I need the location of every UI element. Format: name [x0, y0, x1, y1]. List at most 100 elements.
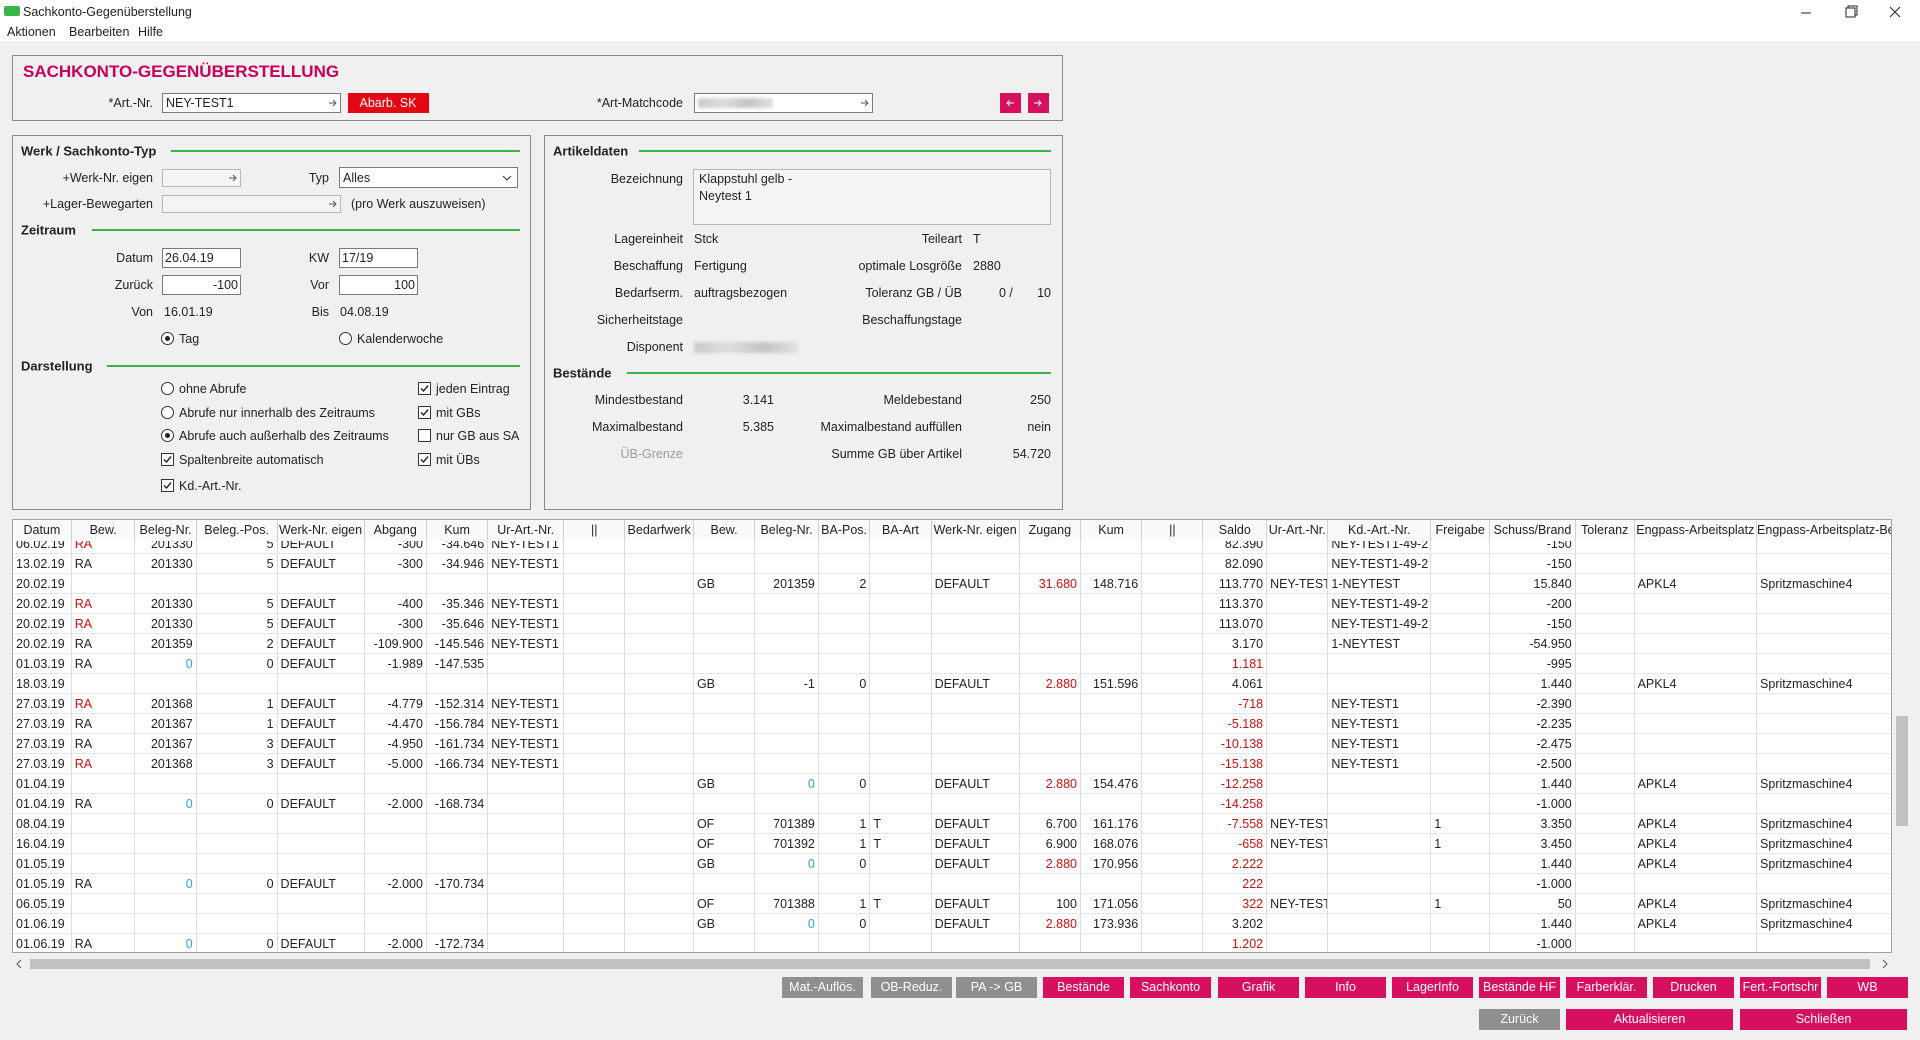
radio[interactable]	[161, 406, 174, 419]
label: Lagereinheit	[614, 232, 683, 246]
action-button[interactable]: Fert.-Fortschr	[1740, 977, 1821, 998]
menu-item[interactable]: Aktionen	[7, 25, 56, 39]
section-title: Zeitraum	[21, 222, 76, 238]
datum-input[interactable]	[162, 248, 241, 268]
table-cell	[564, 633, 626, 654]
table-cell	[71, 913, 136, 934]
table-cell	[1019, 541, 1081, 554]
table-cell: -300	[364, 541, 427, 554]
window-controls[interactable]	[1790, 2, 1915, 22]
table-cell: 113.770	[1203, 573, 1268, 594]
table-cell	[1080, 653, 1143, 674]
action-button[interactable]: Bestände HF	[1479, 977, 1560, 998]
radio[interactable]	[161, 429, 174, 442]
table-cell: APKL4	[1634, 833, 1758, 854]
table-cell: 01.05.19	[13, 873, 72, 894]
menu-item[interactable]: Bearbeiten	[69, 25, 130, 39]
table-cell	[1634, 653, 1758, 674]
table-cell	[1142, 853, 1204, 874]
table-cell: NEY-TEST1	[1328, 753, 1432, 774]
action-button[interactable]: LagerInfo	[1392, 977, 1473, 998]
table-cell	[693, 653, 756, 674]
field-value: 54.720	[1012, 447, 1051, 461]
checkbox[interactable]	[418, 453, 431, 466]
table-cell: 154.476	[1080, 773, 1143, 794]
table-cell	[693, 713, 756, 734]
checkbox[interactable]	[418, 382, 431, 395]
table-cell	[1267, 913, 1329, 934]
table-cell	[931, 873, 1020, 894]
table-cell	[1080, 541, 1143, 554]
radio[interactable]	[161, 382, 174, 395]
field-value: T	[973, 232, 981, 246]
table-cell	[1431, 853, 1491, 874]
table-cell	[1080, 593, 1143, 614]
typ-select[interactable]	[339, 167, 518, 188]
action-button[interactable]: Aktualisieren	[1566, 1009, 1733, 1030]
table-cell: -658	[1203, 833, 1268, 854]
table-cell: DEFAULT	[931, 833, 1020, 854]
table-cell	[277, 773, 365, 794]
zurueck-input[interactable]	[162, 275, 241, 295]
table-cell: 0	[135, 873, 197, 894]
label: Maximalbestand auffüllen	[820, 420, 962, 434]
table-cell	[1142, 633, 1204, 654]
table-cell	[488, 853, 565, 874]
radio[interactable]	[161, 332, 174, 345]
table-cell	[135, 813, 197, 834]
arrow-icon-glyph	[329, 200, 337, 208]
art-nr-input[interactable]	[162, 93, 341, 113]
checkbox[interactable]	[418, 429, 431, 442]
action-button[interactable]: Sachkonto	[1130, 977, 1211, 998]
kw-input[interactable]	[339, 248, 418, 268]
table-cell: 13.02.19	[13, 553, 72, 574]
table-cell	[1757, 714, 1891, 734]
table-cell	[1634, 713, 1758, 734]
checkbox[interactable]	[161, 479, 174, 492]
action-button[interactable]: WB	[1827, 977, 1908, 998]
table-cell	[1575, 693, 1635, 714]
table-cell: -156.784	[426, 713, 489, 734]
table-cell: DEFAULT	[277, 613, 365, 634]
action-button[interactable]: Drucken	[1653, 977, 1734, 998]
table-cell: 3	[196, 733, 278, 754]
table-cell	[625, 773, 694, 794]
table-cell	[818, 873, 871, 894]
table-cell	[364, 853, 427, 874]
table-cell: RA	[71, 593, 136, 614]
action-button[interactable]: Schließen	[1740, 1009, 1907, 1030]
table-cell: 1.440	[1490, 913, 1576, 934]
table-cell: 1	[196, 693, 278, 714]
table-cell: -168.734	[426, 793, 489, 814]
action-button[interactable]: Info	[1305, 977, 1386, 998]
table-cell: 4.061	[1203, 673, 1268, 694]
table-cell	[1634, 541, 1758, 554]
vor-input[interactable]	[339, 275, 418, 295]
table-cell	[196, 893, 278, 914]
radio-label: Abrufe auch außerhalb des Zeitraums	[179, 429, 389, 443]
action-button[interactable]: Farberklär.	[1566, 977, 1647, 998]
werk-input[interactable]	[162, 169, 241, 187]
action-button[interactable]: Bestände	[1043, 977, 1124, 998]
abarb-button[interactable]	[348, 93, 429, 113]
table-cell	[625, 633, 694, 654]
radio[interactable]	[339, 332, 352, 345]
table-cell	[818, 793, 871, 814]
lager-input[interactable]	[162, 195, 341, 213]
table-cell: -10.138	[1203, 733, 1268, 754]
action-button[interactable]: Grafik	[1218, 977, 1299, 998]
checkbox[interactable]	[161, 453, 174, 466]
table-cell	[1575, 873, 1635, 894]
column-header: Ur-Art.-Nr.	[488, 520, 565, 541]
checkbox[interactable]	[418, 406, 431, 419]
table-cell	[364, 673, 427, 694]
table-cell	[1019, 613, 1081, 634]
table-header: Datum Bew. Beleg-Nr. Beleg.-Pos. Werk-Nr. ei…	[13, 520, 1891, 541]
table-cell	[277, 833, 365, 854]
menu-item[interactable]: Hilfe	[138, 25, 164, 39]
table-cell: 0	[196, 653, 278, 674]
table-cell	[1328, 893, 1432, 914]
table-cell	[1080, 753, 1143, 774]
section-rule	[171, 150, 520, 152]
table-cell	[1267, 933, 1329, 952]
